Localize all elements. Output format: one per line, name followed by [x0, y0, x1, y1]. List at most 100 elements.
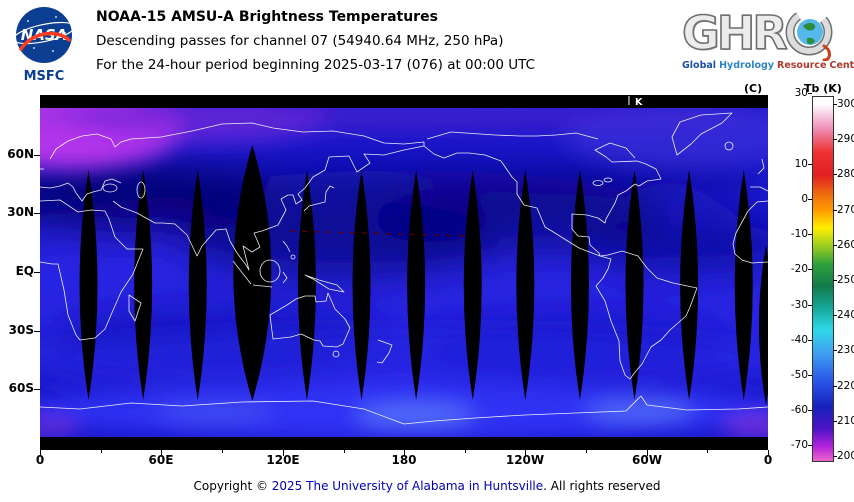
orbit-gap	[570, 170, 589, 400]
celsius-tick-label-30: 30	[794, 87, 808, 99]
orbit-gap-group	[79, 145, 768, 405]
lon-label-3: 180	[391, 453, 417, 467]
lon-minor-tick	[707, 450, 708, 453]
msfc-label: MSFC	[24, 69, 65, 84]
lat-tick	[34, 389, 40, 390]
lon-label-1: 60E	[148, 453, 174, 467]
celsius-tick-label--20: -20	[790, 263, 808, 275]
celsius-tick-label-0: 0	[801, 193, 808, 205]
celsius-tick	[808, 269, 812, 270]
pass-marker-label: K	[635, 97, 643, 108]
page-subtitle-period: For the 24-hour period beginning 2025-03…	[96, 57, 536, 73]
orbit-gap	[516, 170, 535, 400]
ghrc-red-curl	[822, 44, 831, 61]
celsius-tick	[808, 445, 812, 446]
lon-label-6: 0	[763, 453, 773, 467]
lat-label-30N: 30N	[7, 205, 34, 219]
lon-tick	[40, 450, 41, 456]
kelvin-tick-label-200: 200	[837, 450, 854, 462]
kelvin-tick-label-210: 210	[837, 415, 854, 427]
celsius-tick	[808, 340, 812, 341]
footer-copyright: Copyright © 2025 The University of Alaba…	[0, 479, 854, 493]
lon-label-5: 60W	[632, 453, 662, 467]
celsius-tick-label--40: -40	[790, 334, 808, 346]
pass-annotation: K	[628, 96, 643, 108]
colorbar-celsius-header: (C)	[744, 82, 763, 95]
kelvin-tick	[833, 174, 837, 175]
orbit-gap	[463, 170, 482, 400]
kelvin-tick-label-250: 250	[837, 274, 854, 286]
nasa-orbit-ellipse	[13, 21, 75, 45]
lat-label-EQ: EQ	[15, 264, 34, 278]
copyright-suffix: . All rights reserved	[543, 479, 661, 493]
kelvin-tick	[833, 315, 837, 316]
kelvin-tick-label-260: 260	[837, 239, 854, 251]
lat-tick	[34, 213, 40, 214]
celsius-tick-label--30: -30	[790, 299, 808, 311]
colorbar	[812, 96, 834, 462]
kelvin-tick	[833, 456, 837, 457]
kelvin-tick	[833, 139, 837, 140]
lon-tick	[161, 450, 162, 456]
celsius-tick-label--50: -50	[790, 369, 808, 381]
lon-minor-tick	[465, 450, 466, 453]
kelvin-tick	[833, 245, 837, 246]
ghrc-tagline-word: Global	[682, 60, 717, 71]
coastlines	[40, 112, 768, 425]
celsius-tick-label--70: -70	[790, 439, 808, 451]
lat-tick	[34, 155, 40, 156]
nasa-swoosh	[19, 31, 71, 51]
orbit-gap	[625, 170, 644, 400]
celsius-tick-label--60: -60	[790, 404, 808, 416]
polar-no-data-band-north	[40, 95, 768, 108]
celsius-tick	[808, 93, 812, 94]
kelvin-tick-label-280: 280	[837, 168, 854, 180]
kelvin-tick-label-240: 240	[837, 309, 854, 321]
lon-tick	[647, 450, 648, 456]
ghrc-c-globe-icon	[785, 8, 833, 61]
page-title: NOAA-15 AMSU-A Brightness Temperatures	[96, 9, 438, 25]
nasa-logo[interactable]: NASA MSFC	[8, 3, 84, 85]
orbit-gap	[233, 145, 272, 401]
polar-no-data-band-south	[40, 437, 768, 450]
kelvin-tick-label-270: 270	[837, 204, 854, 216]
lon-minor-tick	[586, 450, 587, 453]
kelvin-tick-label-230: 230	[837, 344, 854, 356]
ghrc-tagline-word: Hydrology	[719, 60, 774, 71]
celsius-tick-label--10: -10	[790, 228, 808, 240]
globe-icon	[796, 19, 823, 45]
kelvin-tick	[833, 210, 837, 211]
orbit-gap	[352, 170, 371, 400]
orbit-gap	[680, 170, 699, 400]
lat-label-30S: 30S	[8, 323, 34, 337]
lon-minor-tick	[344, 450, 345, 453]
lat-label-60N: 60N	[7, 147, 34, 161]
lon-label-4: 120W	[505, 453, 545, 467]
kelvin-tick-label-300: 300	[837, 98, 854, 110]
lon-label-0: 0	[35, 453, 45, 467]
colorbar-kelvin-header: Tb (K)	[804, 82, 842, 95]
celsius-tick	[808, 234, 812, 235]
orbit-gap	[758, 245, 768, 405]
celsius-tick-label-10: 10	[794, 158, 808, 170]
kelvin-tick-label-290: 290	[837, 133, 854, 145]
ghrc-letters: GHR	[681, 6, 788, 60]
lat-label-60S: 60S	[8, 381, 34, 395]
lon-label-2: 120E	[266, 453, 300, 467]
ghrc-tagline-word: Resource	[777, 60, 827, 71]
university-link[interactable]: 2025 The University of Alabama in Huntsv…	[271, 479, 544, 493]
lon-tick	[283, 450, 284, 456]
kelvin-tick-label-220: 220	[837, 380, 854, 392]
ghrc-tagline: GlobalHydrologyResourceCenter	[682, 60, 854, 71]
celsius-tick	[808, 375, 812, 376]
orbit-gap	[79, 170, 98, 400]
celsius-tick	[808, 199, 812, 200]
kelvin-tick	[833, 421, 837, 422]
ghrc-logo[interactable]: GHR GlobalHydrologyResourceCenter	[681, 4, 854, 71]
orbit-gap	[407, 170, 426, 400]
celsius-tick	[808, 410, 812, 411]
lon-minor-tick	[222, 450, 223, 453]
copyright-prefix: Copyright ©	[193, 479, 272, 493]
lon-tick	[768, 450, 769, 456]
